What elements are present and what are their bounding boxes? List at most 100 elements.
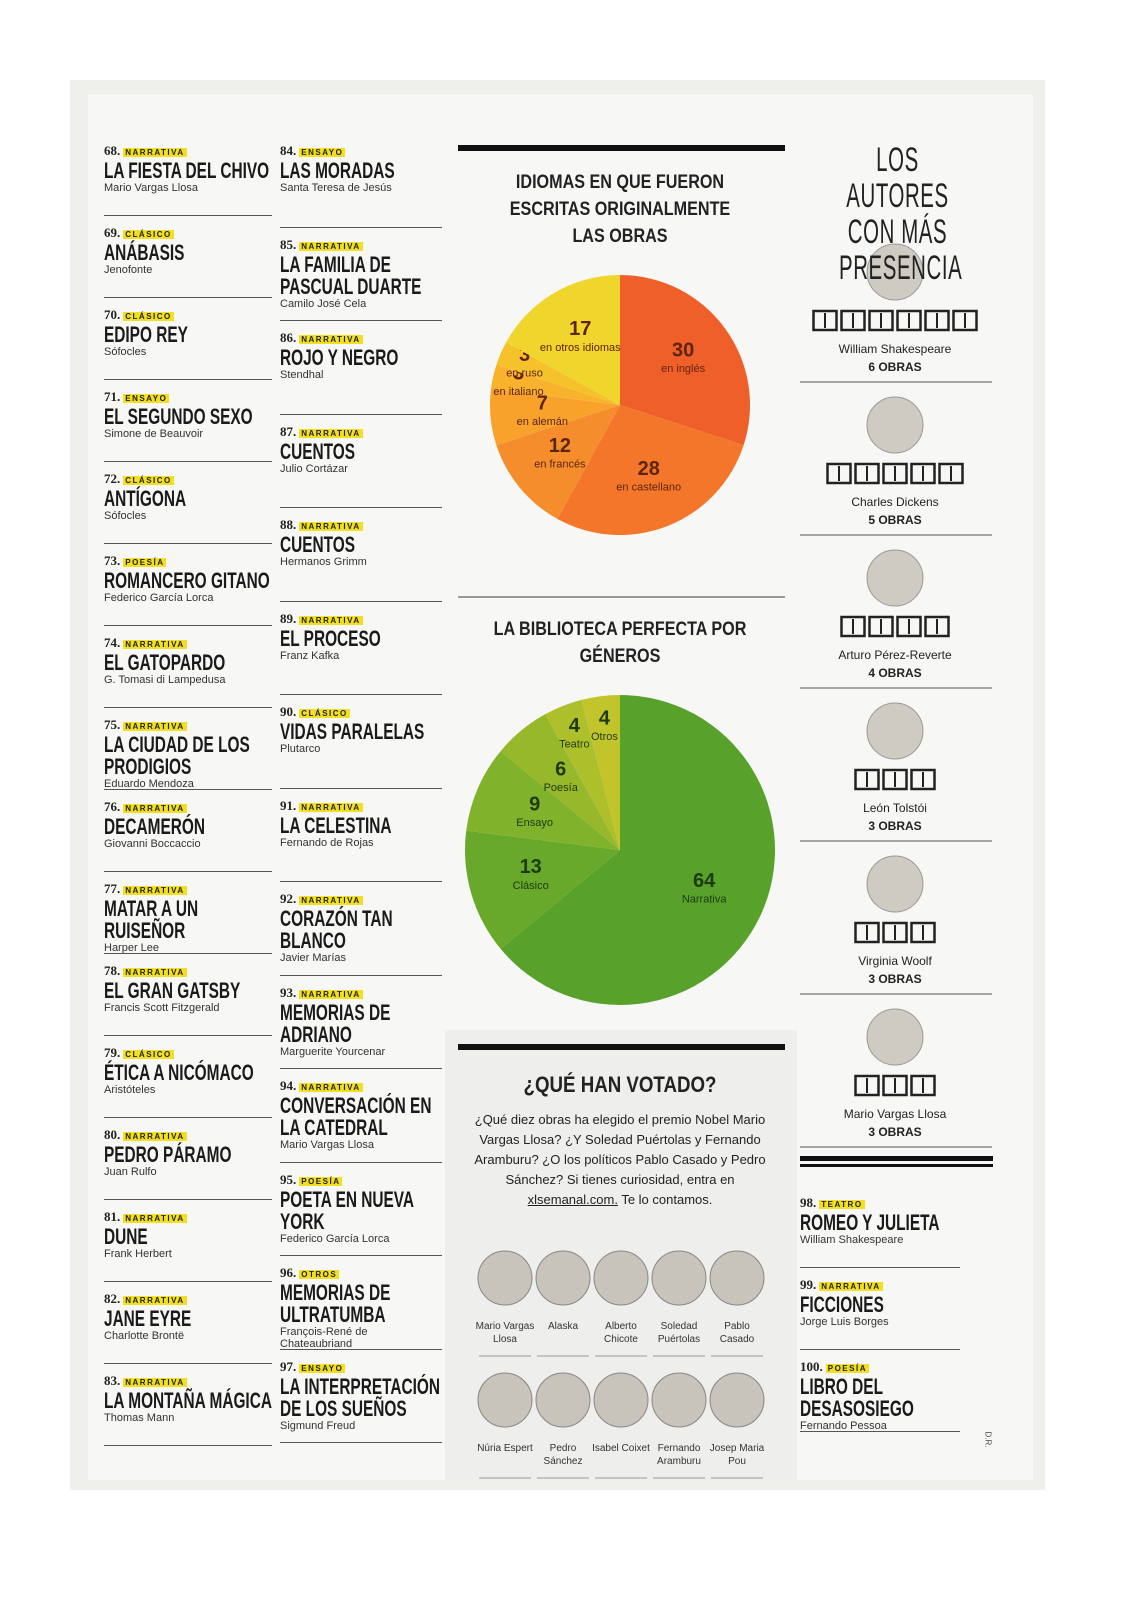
voter-portrait: [593, 1372, 649, 1428]
book-icon: [868, 615, 894, 638]
entry-head: 84. ENSAYO: [280, 142, 442, 160]
book-icon: [826, 462, 852, 485]
entry-genre: NARRATIVA: [299, 1083, 363, 1092]
entry-author: Julio Cortázar: [280, 462, 348, 475]
entry-author: Jorge Luis Borges: [800, 1316, 889, 1328]
entry-title: EL GATOPARDO: [104, 650, 226, 675]
pie-slice: [506, 275, 620, 405]
slice-label: Teatro: [559, 739, 590, 751]
entry-head: 88. NARRATIVA: [280, 516, 442, 534]
pie-slice: [500, 695, 775, 1006]
entry-genre: NARRATIVA: [299, 615, 363, 625]
entry-genre: NARRATIVA: [123, 804, 187, 813]
thick-rule: [800, 1164, 993, 1167]
list-entry: 92. NARRATIVA CORAZÓN TAN BLANCO Javier Mar…: [280, 886, 442, 976]
book-icon: [854, 1074, 880, 1097]
entry-genre: NARRATIVA: [123, 1132, 187, 1141]
entry-head: 92. NARRATIVA: [280, 890, 442, 908]
voter-name: Soledad Puértolas: [657, 1321, 701, 1345]
list-entry: 73. POESÍA ROMANCERO GITANO Federico García…: [104, 548, 272, 626]
slice-value: 9: [529, 793, 540, 815]
entry-head: 96. OTROS: [280, 1264, 442, 1282]
voter-portrait: [709, 1372, 765, 1428]
voter-name: Alberto Chicote: [604, 1321, 638, 1345]
entry-head: 94. NARRATIVA: [280, 1077, 442, 1095]
entry-title: LAS MORADAS: [280, 158, 395, 183]
entry-title: JANE EYRE: [104, 1306, 192, 1331]
entry-title: LA FIESTA DEL CHIVO: [104, 158, 270, 183]
pie-slice: [496, 342, 620, 405]
book-icon: [882, 1074, 908, 1097]
entry-genre: CLÁSICO: [123, 230, 174, 239]
book-icon: [812, 309, 838, 332]
entry-title: LA MONTAÑA MÁGICA: [104, 1388, 272, 1413]
entry-genre: NARRATIVA: [299, 989, 363, 999]
slice-value: 17: [569, 318, 591, 340]
entry-head: 91. NARRATIVA: [280, 797, 442, 815]
entry-head: 98. TEATRO: [800, 1194, 960, 1212]
entry-head: 71. ENSAYO: [104, 388, 272, 406]
vote-title: ¿QUÉ HAN VOTADO?: [523, 1072, 717, 1097]
list-entry: 81. NARRATIVA DUNE Frank Herbert: [104, 1204, 272, 1282]
entry-title: LA CIUDAD DE LOS PRODIGIOS: [104, 732, 250, 779]
entry-head: 80. NARRATIVA: [104, 1126, 272, 1144]
slice-value: 13: [520, 856, 542, 878]
entry-genre: NARRATIVA: [299, 522, 363, 531]
entry-author: Thomas Mann: [104, 1412, 175, 1424]
entry-author: François-René de Chateaubriand: [280, 1326, 368, 1350]
entry-author: Federico García Lorca: [280, 1232, 390, 1245]
entry-head: 100. POESÍA: [800, 1358, 960, 1376]
slice-label: en alemán: [517, 416, 568, 428]
entry-head: 73. POESÍA: [104, 552, 272, 570]
entry-title: PEDRO PÁRAMO: [104, 1142, 232, 1167]
author-name: Arturo Pérez-Reverte: [838, 648, 952, 662]
pie-title: LA BIBLIOTECA PERFECTA POR GÉNEROS: [493, 619, 747, 667]
entry-genre: CLÁSICO: [123, 1050, 174, 1059]
list-entry: 83. NARRATIVA LA MONTAÑA MÁGICA Thomas Mann: [104, 1368, 272, 1446]
book-icon: [868, 309, 894, 332]
slice-label: Narrativa: [682, 894, 728, 906]
author-works: 5 OBRAS: [868, 513, 921, 527]
entry-author: Mario Vargas Llosa: [280, 1139, 374, 1151]
list-entry: 72. CLÁSICO ANTÍGONA Sófocles: [104, 466, 272, 544]
list-entry: 95. POESÍA POETA EN NUEVA YORK Federico Gar…: [280, 1167, 442, 1256]
pie-slice: [545, 699, 620, 850]
author-name: León Tolstói: [863, 801, 927, 815]
entry-author: Fernando Pessoa: [800, 1420, 887, 1432]
entry-number: 93.: [280, 984, 297, 1000]
slice-value: 6: [555, 759, 566, 781]
entry-head: 99. NARRATIVA: [800, 1276, 960, 1294]
entry-author: Santa Teresa de Jesús: [280, 182, 392, 194]
entry-genre: NARRATIVA: [123, 640, 187, 649]
voter-name: Núria Espert: [477, 1443, 533, 1454]
slice-value: 3: [513, 363, 524, 385]
entry-number: 70.: [104, 307, 121, 322]
entry-number: 92.: [280, 891, 297, 906]
entry-head: 86. NARRATIVA: [280, 329, 442, 347]
entry-number: 71.: [104, 389, 121, 404]
entry-title: EL SEGUNDO SEXO: [104, 404, 253, 429]
list-entry: 99. NARRATIVA FICCIONES Jorge Luis Borges: [800, 1272, 960, 1350]
entry-title: POETA EN NUEVA YORK: [280, 1186, 414, 1234]
entry-author: Eduardo Mendoza: [104, 778, 194, 790]
list-entry: 82. NARRATIVA JANE EYRE Charlotte Brontë: [104, 1286, 272, 1364]
book-icon: [938, 462, 964, 485]
entry-number: 84.: [280, 143, 297, 158]
list-entry: 87. NARRATIVA CUENTOS Julio Cortázar: [280, 419, 442, 508]
entry-number: 76.: [104, 799, 121, 814]
entry-title: LA FAMILIA DE PASCUAL DUARTE: [280, 251, 422, 299]
slice-label: Ensayo: [516, 817, 553, 829]
pie-slice: [465, 830, 620, 949]
list-entry: 80. NARRATIVA PEDRO PÁRAMO Juan Rulfo: [104, 1122, 272, 1200]
slice-value: 4: [599, 707, 611, 729]
entry-title: LA INTERPRETACIÓN DE LOS SUEÑOS: [280, 1373, 440, 1421]
entry-genre: NARRATIVA: [299, 428, 363, 438]
pie-slice: [466, 751, 620, 850]
voter-portrait: [535, 1372, 591, 1428]
pie-slice: [491, 364, 620, 405]
author-works: 3 OBRAS: [868, 819, 921, 833]
entry-genre: CLÁSICO: [123, 476, 174, 485]
entry-author: Federico García Lorca: [104, 592, 214, 604]
entry-number: 73.: [104, 553, 121, 568]
book-icon: [910, 768, 936, 791]
